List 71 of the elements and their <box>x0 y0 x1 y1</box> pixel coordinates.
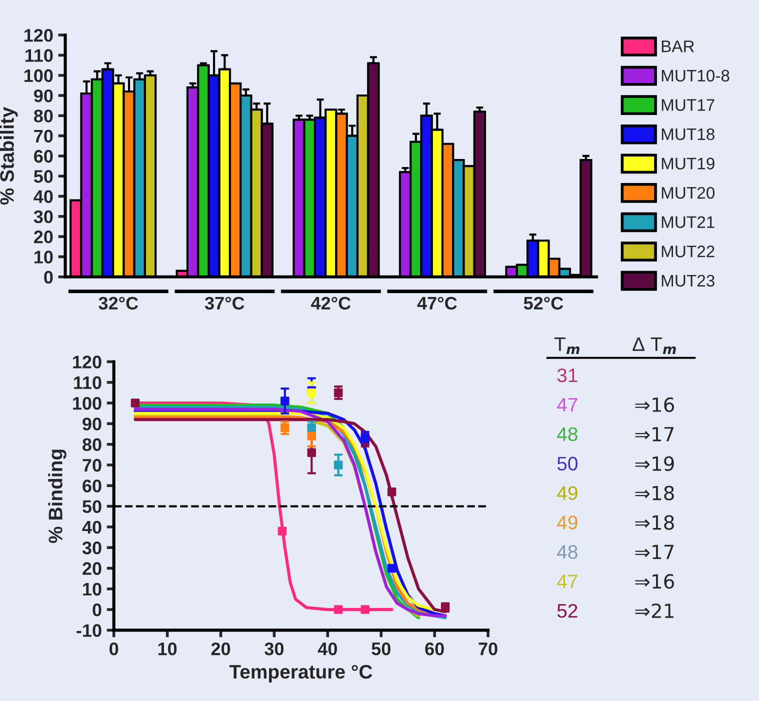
x-tick-label: 70 <box>478 642 498 656</box>
y-tick-label: 80 <box>82 438 102 452</box>
legend-label: MUT23 <box>662 274 714 287</box>
legend-label: BAR <box>662 40 694 52</box>
text: ⇒21 <box>635 603 674 618</box>
category-label: 49 <box>557 486 578 500</box>
y-axis-title: % Stability <box>0 106 18 205</box>
text: Δ T$_{m}$ <box>632 337 676 354</box>
category-label: 31 <box>557 368 578 382</box>
x-tick-label: 37°C <box>204 296 244 310</box>
x-tick-label: 10 <box>158 642 177 656</box>
y-tick-label: 70 <box>82 458 102 472</box>
category-label: 50 <box>557 456 578 471</box>
x-tick-label: 0 <box>110 642 118 656</box>
x-tick-label: 50 <box>372 642 390 656</box>
x-axis-title: Temperature °C <box>229 664 372 683</box>
text: ⇒17 <box>635 544 674 560</box>
y-tick-label: 60 <box>82 480 102 492</box>
legend-label: MUT17 <box>662 99 714 111</box>
y-tick-label: 40 <box>34 190 53 203</box>
legend-label: MUT19 <box>662 158 714 170</box>
y-tick-label: 90 <box>82 418 102 430</box>
text: ⇒16 <box>635 397 674 412</box>
y-tick-label: 40 <box>82 520 102 534</box>
category-label: 48 <box>557 545 578 559</box>
y-tick-label: 10 <box>83 582 102 596</box>
x-tick-label: 47°C <box>417 296 457 310</box>
category-label: 48 <box>557 427 578 442</box>
y-tick-label: 90 <box>34 89 53 102</box>
text: ⇒19 <box>635 456 674 471</box>
y-tick-label: 60 <box>34 150 53 163</box>
y-tick-label: 30 <box>34 210 53 224</box>
legend-label: MUT18 <box>662 128 714 140</box>
y-tick-label: 20 <box>34 230 53 244</box>
text: T$_{m}$ <box>554 337 580 354</box>
x-tick-label: 42°C <box>311 296 351 310</box>
y-tick-label: 80 <box>34 110 53 122</box>
y-tick-label: 50 <box>82 500 102 514</box>
y-tick-label: 50 <box>34 170 53 183</box>
x-tick-label: 30 <box>264 642 284 656</box>
y-tick-label: 100 <box>24 69 53 82</box>
x-tick-label: 32°C <box>98 296 138 310</box>
x-tick-label: 20 <box>211 642 230 656</box>
y-tick-label: 10 <box>34 250 53 264</box>
category-label: 52 <box>557 604 578 618</box>
text: ⇒17 <box>635 427 674 442</box>
y-tick-label: 100 <box>73 396 102 410</box>
y-tick-label: 110 <box>74 376 102 390</box>
y-tick-label: 110 <box>25 49 53 62</box>
y-tick-label: 0 <box>44 270 53 284</box>
y-tick-label: 120 <box>24 28 53 42</box>
text: ⇒18 <box>635 486 674 500</box>
y-tick-label: 20 <box>82 562 102 575</box>
category-label: 47 <box>557 574 578 588</box>
legend-label: MUT20 <box>662 186 715 199</box>
legend-label: MUT10-8 <box>662 70 730 82</box>
text: ⇒16 <box>635 574 674 589</box>
text: ⇒18 <box>635 515 674 530</box>
x-tick-label: 60 <box>425 642 444 656</box>
legend-label: MUT22 <box>662 246 714 258</box>
category-label: 49 <box>557 516 578 530</box>
legend-label: MUT21 <box>662 216 714 228</box>
y-tick-label: 30 <box>82 542 102 554</box>
y-axis-title: % Binding <box>48 450 66 543</box>
y-tick-label: -10 <box>76 624 102 637</box>
category-label: 47 <box>557 398 578 412</box>
y-tick-label: 120 <box>73 356 102 368</box>
y-tick-label: 0 <box>92 603 102 616</box>
x-tick-label: 40 <box>318 642 337 656</box>
y-tick-label: 70 <box>34 130 53 143</box>
x-tick-label: 52°C <box>524 296 564 310</box>
